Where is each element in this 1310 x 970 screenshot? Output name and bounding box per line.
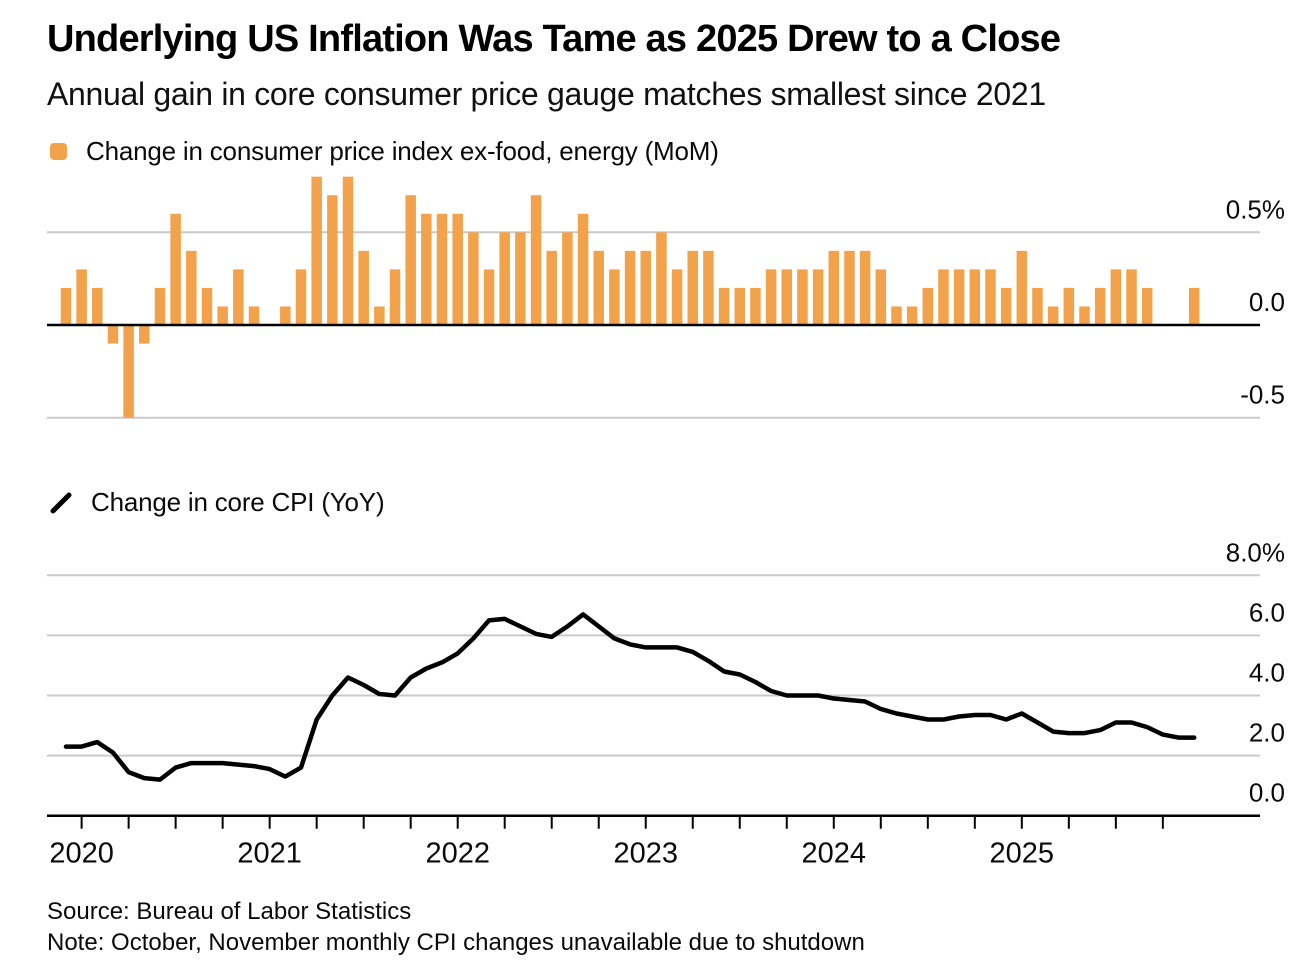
bar — [718, 287, 730, 325]
bar — [405, 195, 416, 325]
y-axis-label: 6.0 — [1249, 597, 1285, 627]
bar — [985, 269, 996, 325]
bar — [734, 287, 746, 325]
bar — [671, 269, 683, 325]
bar — [624, 250, 636, 325]
legend-yoy-label: Change in core CPI (YoY) — [91, 487, 385, 517]
bar — [969, 269, 981, 325]
bar — [875, 269, 887, 325]
bar — [828, 250, 840, 325]
bar — [217, 306, 228, 325]
bar — [1188, 287, 1200, 325]
yoy-line-series — [63, 612, 1197, 782]
line-series-stroke-icon — [50, 492, 72, 513]
bar — [233, 269, 244, 325]
x-axis-year-label: 2020 — [49, 838, 114, 870]
legend-mom: Change in consumer price index ex-food, … — [50, 136, 719, 167]
x-axis-year-label: 2025 — [990, 838, 1055, 870]
bar — [844, 250, 855, 325]
bar — [342, 176, 354, 325]
x-axis-year-label: 2023 — [613, 838, 678, 870]
bar — [436, 213, 448, 325]
bar — [1032, 287, 1043, 325]
mom-bar-chart: 0.5% 0.0 -0.5 — [47, 176, 1285, 419]
page-title: Underlying US Inflation Was Tame as 2025… — [47, 18, 1061, 60]
bar — [515, 232, 526, 325]
bar — [170, 213, 181, 325]
x-axis-year-label: 2022 — [425, 838, 490, 870]
legend-yoy: Change in core CPI (YoY) — [50, 487, 385, 518]
bar — [280, 306, 291, 325]
bar — [859, 250, 871, 325]
bar — [703, 250, 714, 325]
legend-mom-label: Change in consumer price index ex-food, … — [86, 136, 719, 166]
yoy-line-chart: 8.0% 6.0 4.0 2.0 0.0 2020 2021 2022 2023 2024 2025 — [47, 537, 1285, 870]
x-axis-year-label: 2021 — [237, 838, 302, 870]
page-subtitle: Annual gain in core consumer price gauge… — [47, 76, 1046, 112]
bar — [1141, 287, 1153, 325]
bar — [123, 325, 134, 418]
bar — [1000, 287, 1012, 325]
bar — [593, 250, 604, 325]
bar — [60, 287, 72, 325]
y-axis-label: 4.0 — [1249, 658, 1285, 688]
bar — [765, 269, 777, 325]
bar — [248, 306, 260, 325]
bar — [186, 250, 197, 325]
bar-series-swatch-icon — [50, 143, 67, 160]
bar — [891, 306, 902, 325]
bar — [107, 325, 119, 344]
bar — [609, 269, 620, 325]
bar — [1110, 269, 1122, 325]
y-axis-label: 8.0% — [1226, 537, 1285, 567]
bar — [327, 195, 338, 325]
bar — [452, 213, 463, 325]
bar — [1079, 306, 1090, 325]
bar — [92, 287, 103, 325]
y-axis-label: 0.5% — [1226, 194, 1285, 224]
bar — [483, 269, 495, 325]
bar — [1126, 269, 1137, 325]
bar — [201, 287, 213, 325]
bar — [922, 287, 934, 325]
bar — [687, 250, 698, 325]
bar — [546, 250, 557, 325]
y-axis-label: 0.0 — [1249, 287, 1285, 317]
bar — [311, 176, 322, 325]
source-note: Source: Bureau of Labor Statistics — [47, 898, 412, 925]
footnotes: Source: Bureau of Labor Statistics Note:… — [47, 896, 865, 958]
bar — [656, 232, 667, 325]
bar — [154, 287, 166, 325]
bar — [1016, 250, 1028, 325]
bar — [1094, 287, 1106, 325]
bar — [906, 306, 918, 325]
bar — [374, 306, 385, 325]
bar — [938, 269, 949, 325]
bar — [562, 232, 573, 325]
bar — [781, 269, 793, 325]
bar — [468, 232, 479, 325]
bar — [1063, 287, 1075, 325]
bar — [640, 250, 651, 325]
y-axis-label: 2.0 — [1249, 718, 1285, 748]
bar — [358, 250, 369, 325]
bar — [295, 269, 307, 325]
bar — [750, 287, 761, 325]
bar — [530, 195, 542, 325]
bar — [577, 213, 589, 325]
shutdown-note: Note: October, November monthly CPI chan… — [47, 929, 865, 956]
bar — [812, 269, 824, 325]
bar — [797, 269, 808, 325]
bar — [953, 269, 965, 325]
y-axis-label: 0.0 — [1249, 778, 1285, 808]
bar — [389, 269, 401, 325]
x-axis-year-label: 2024 — [802, 838, 867, 870]
bar — [76, 269, 87, 325]
y-axis-label: -0.5 — [1240, 380, 1285, 410]
bar — [499, 232, 510, 325]
bar — [421, 213, 432, 325]
bar — [1047, 306, 1059, 325]
bar — [139, 325, 150, 344]
